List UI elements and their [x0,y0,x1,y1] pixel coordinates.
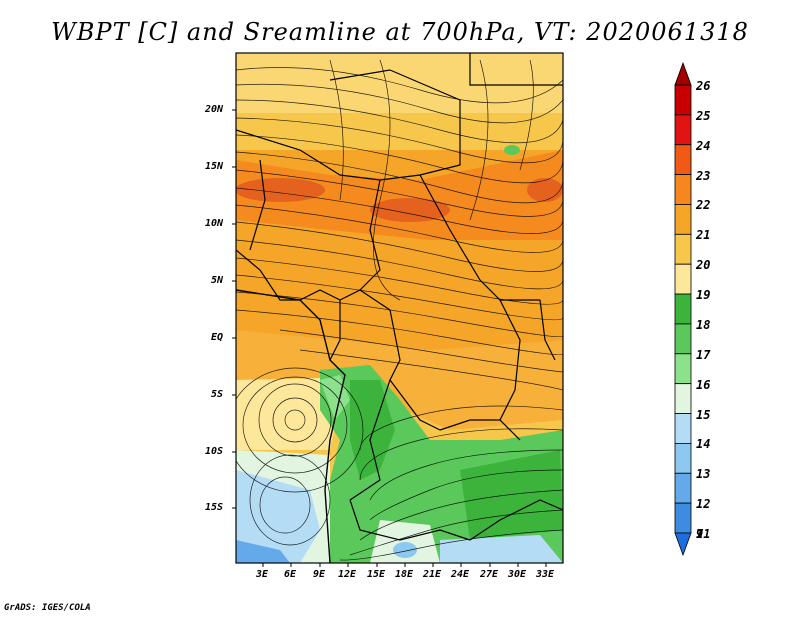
lat-label: 5S [211,389,224,400]
colorbar-label: 11 [696,527,711,541]
colorbar-label: 19 [696,288,711,303]
colorbar-segment [674,532,692,557]
lon-label: 24E [451,569,470,580]
colorbar-label: 22 [696,198,711,213]
wbpt-field [236,53,563,563]
colorbar-segment [674,442,692,474]
lon-label: 21E [423,569,442,580]
colorbar-segment [674,144,692,176]
lon-label: 12E [338,569,357,580]
colorbar-label: 14 [696,437,711,452]
lat-label: 10S [205,446,224,457]
colorbar-label: 15 [696,407,711,422]
lon-label: 15E [367,569,386,580]
lon-label: 9E [313,569,326,580]
lat-label: EQ [211,332,224,343]
colorbar-segment [674,84,692,116]
lon-label: 30E [508,569,527,580]
lon-label: 3E [256,569,269,580]
colorbar-label: 26 [696,79,711,93]
colorbar-segment [674,174,692,205]
colorbar-segment [674,502,692,534]
lon-label: 27E [480,569,499,580]
colorbar-label: 21 [696,228,711,243]
colorbar-label: 18 [696,317,711,332]
map-frame [235,52,564,564]
colorbar-label: 23 [696,168,711,183]
lon-label: 6E [284,569,297,580]
footer-credit: GrADS: IGES/COLA [4,603,91,613]
colorbar-segment [674,233,692,265]
lon-label: 33E [536,569,555,580]
colorbar-label: 25 [696,108,711,123]
colorbar-segment [674,204,692,235]
colorbar-segment [674,353,692,385]
map-title: WBPT [C] and Sreamline at 700hPa, VT: 20… [51,18,749,46]
lat-label: 15N [205,161,224,172]
lon-label: 18E [395,569,414,580]
lat-label: 10N [205,218,224,229]
colorbar-label: 13 [696,467,711,482]
colorbar-label: 12 [696,497,711,512]
colorbar-segment [674,263,692,295]
colorbar-label: 17 [696,347,711,362]
colorbar-segment [674,413,692,444]
colorbar-label: 16 [696,377,711,392]
lat-label: 15S [205,502,224,513]
colorbar-label: 20 [696,258,711,273]
colorbar-segment [674,383,692,414]
colorbar-label: 9 [696,527,704,541]
lat-label: 5N [211,275,224,286]
colorbar-segment [674,472,692,504]
colorbar-segment [674,61,692,86]
colorbar-segment [674,293,692,325]
colorbar-segment [674,323,692,355]
colorbar [674,61,692,557]
colorbar-label: 7 [696,527,704,541]
colorbar-label: 24 [696,138,711,153]
lat-label: 20N [205,104,224,115]
colorbar-segment [674,114,692,146]
